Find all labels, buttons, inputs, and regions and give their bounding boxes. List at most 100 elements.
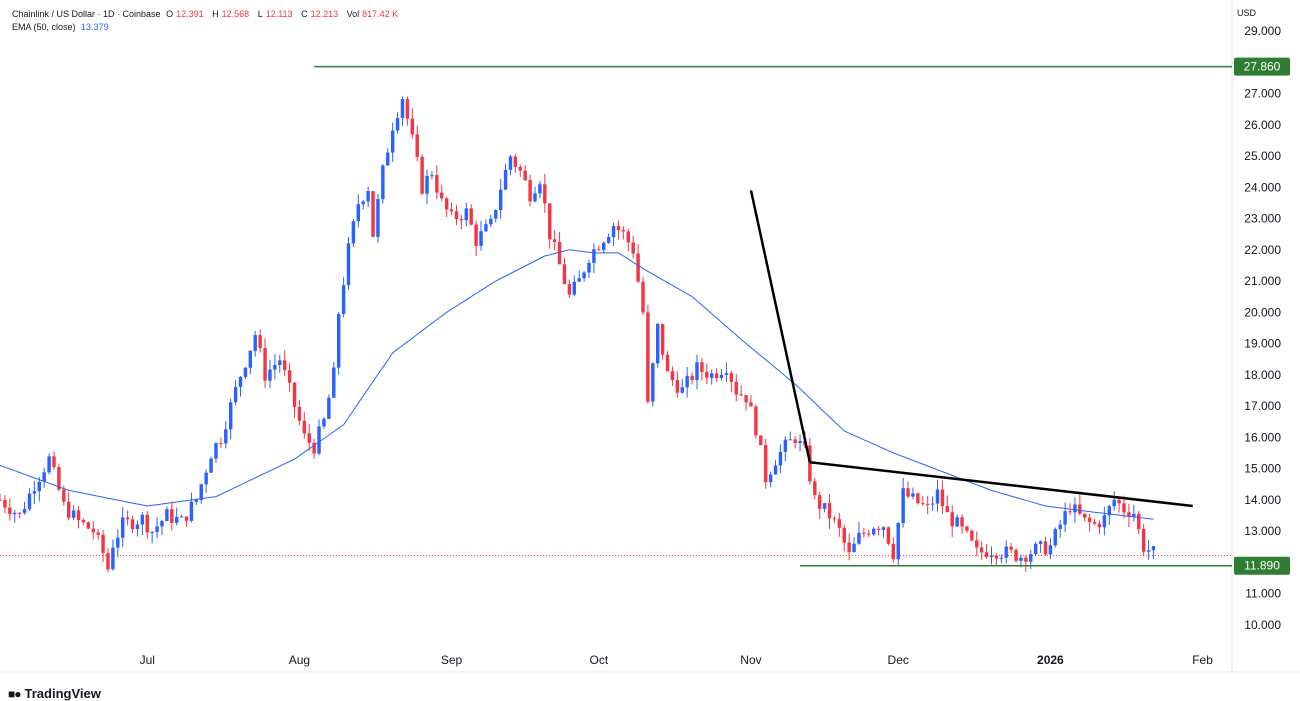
trendline[interactable] [749,190,812,463]
candle-body[interactable] [3,499,7,508]
candle-body[interactable] [567,283,572,295]
candle-body[interactable] [651,363,655,402]
candle-body[interactable] [327,397,331,419]
candle-body[interactable] [498,189,503,211]
candle-body[interactable] [86,522,91,529]
candle-body[interactable] [81,520,86,523]
candle-body[interactable] [871,528,876,535]
candle-body[interactable] [1087,517,1092,522]
candle-body[interactable] [1029,554,1033,562]
candle-body[interactable] [268,369,272,381]
candle-body[interactable] [52,456,56,468]
candle-body[interactable] [130,519,135,530]
candle-body[interactable] [813,481,817,496]
candle-body[interactable] [332,367,336,398]
candle-body[interactable] [734,381,738,395]
candle-body[interactable] [597,249,601,251]
candle-body[interactable] [984,552,989,558]
candle-body[interactable] [709,373,714,378]
candle-body[interactable] [602,242,606,250]
candle-body[interactable] [209,458,213,473]
candle-body[interactable] [876,528,881,530]
candle-body[interactable] [258,335,262,349]
candle-body[interactable] [881,527,886,530]
candle-body[interactable] [656,323,660,364]
candle-body[interactable] [1083,513,1087,518]
candle-body[interactable] [773,465,778,475]
candle-body[interactable] [906,488,910,497]
candle-body[interactable] [160,521,164,527]
candle-body[interactable] [930,503,935,505]
candle-body[interactable] [788,439,792,441]
candle-body[interactable] [700,362,704,372]
candle-body[interactable] [91,528,95,533]
candle-body[interactable] [911,493,915,497]
candle-body[interactable] [386,152,390,166]
candle-body[interactable] [233,386,238,403]
candle-body[interactable] [13,512,17,515]
candle-body[interactable] [606,237,611,243]
candle-body[interactable] [935,489,940,504]
candle-body[interactable] [273,364,277,370]
candle-body[interactable] [302,420,307,434]
candle-body[interactable] [297,406,302,421]
tradingview-logo[interactable]: ■● TradingView [8,686,101,701]
candle-body[interactable] [660,323,665,355]
candle-body[interactable] [842,527,846,543]
candle-body[interactable] [292,382,297,407]
candle-body[interactable] [827,503,832,519]
candle-body[interactable] [1053,529,1058,546]
candle-body[interactable] [253,335,257,351]
candle-body[interactable] [955,517,959,527]
candle-body[interactable] [744,395,748,403]
candle-body[interactable] [759,435,763,446]
candle-body[interactable] [832,518,837,520]
candle-body[interactable] [106,552,110,570]
candle-body[interactable] [96,532,100,535]
candle-body[interactable] [204,472,208,485]
candle-body[interactable] [356,204,361,222]
candle-body[interactable] [528,180,532,202]
candle-body[interactable] [646,312,650,402]
candle-body[interactable] [1127,512,1131,517]
candle-body[interactable] [474,224,478,246]
candle-body[interactable] [675,380,680,393]
candle-body[interactable] [336,313,341,368]
candle-body[interactable] [322,418,326,427]
candle-body[interactable] [577,278,581,282]
candle-body[interactable] [592,249,596,263]
candle-body[interactable] [543,184,547,204]
candle-body[interactable] [71,510,76,518]
candle-body[interactable] [1078,504,1082,514]
candle-body[interactable] [513,156,518,167]
candle-body[interactable] [1024,557,1028,562]
candle-body[interactable] [817,495,822,509]
candle-body[interactable] [125,517,130,520]
candle-body[interactable] [366,191,370,202]
candle-body[interactable] [1146,550,1151,552]
candle-body[interactable] [425,175,429,194]
candle-body[interactable] [405,99,410,119]
candle-body[interactable] [351,221,356,244]
candle-body[interactable] [76,510,81,521]
candle-body[interactable] [1033,543,1038,555]
candle-body[interactable] [1107,506,1112,516]
candle-body[interactable] [557,242,562,265]
candle-body[interactable] [582,272,586,279]
candle-body[interactable] [410,118,415,135]
candle-body[interactable] [837,519,842,528]
candle-body[interactable] [1102,515,1107,528]
candle-body[interactable] [670,371,675,381]
candle-body[interactable] [489,218,493,225]
ema-line[interactable] [0,249,1154,520]
candle-body[interactable] [120,517,125,538]
candle-body[interactable] [778,451,783,466]
candle-body[interactable] [616,226,621,231]
candle-body[interactable] [822,503,827,509]
candle-body[interactable] [945,506,950,513]
candle-body[interactable] [729,373,734,382]
candle-body[interactable] [278,360,282,365]
candle-body[interactable] [921,503,925,505]
candle-body[interactable] [1014,549,1018,561]
